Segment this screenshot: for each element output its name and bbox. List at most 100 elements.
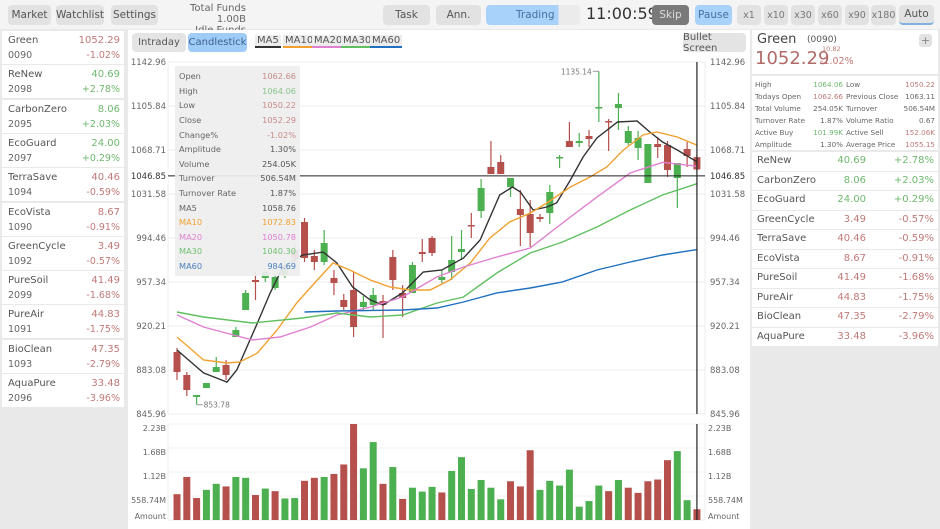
price-change-abs: 10.82 <box>822 45 841 53</box>
candle <box>448 236 456 281</box>
watchlist-item[interactable]: EcoGuard 24.00 2097 +0.29% <box>2 133 124 167</box>
candle <box>399 285 407 318</box>
stat-label: Volume Ratio <box>846 115 894 125</box>
watchlist-item[interactable]: GreenCycle 3.49 1092 -0.57% <box>2 236 124 270</box>
volume-bar <box>301 480 309 520</box>
related-stock-item[interactable]: PureSoil 41.49 -1.68% <box>752 269 938 288</box>
info-value: 1052.29 <box>262 115 296 126</box>
related-stock-item[interactable]: EcoVista 8.67 -0.91% <box>752 249 938 268</box>
ma60-toggle[interactable]: MA60 <box>370 35 403 48</box>
watchlist-item[interactable]: TerraSave 40.46 1094 -0.59% <box>2 168 124 202</box>
speed-x30-button[interactable]: x30 <box>791 5 815 25</box>
candle-body <box>507 178 515 188</box>
candle-body <box>516 208 524 216</box>
stock-code: 1090 <box>8 221 33 233</box>
candle-body <box>193 394 201 398</box>
candle <box>654 136 662 158</box>
stat-row: Low 1050.22 <box>846 78 935 90</box>
volume-bar <box>595 485 603 520</box>
stock-change: -3.96% <box>898 330 934 342</box>
stat-row: Active Buy 101.99K <box>755 126 843 138</box>
top-bar: Market Watchlist Settings Total Funds 1.… <box>0 0 940 47</box>
watchlist-button[interactable]: Watchlist <box>56 5 104 25</box>
stock-price: 24.00 <box>837 194 866 205</box>
candle-body <box>546 192 554 214</box>
candle-body <box>487 167 495 175</box>
y-tick-label-left: 883.08 <box>136 366 166 376</box>
speed-x90-button[interactable]: x90 <box>845 5 869 25</box>
stock-change: -0.59% <box>898 233 934 244</box>
trading-button[interactable]: Trading <box>486 5 580 25</box>
stat-row: Turnover 506.54M <box>846 102 935 114</box>
auto-button[interactable]: Auto <box>899 5 934 25</box>
watchlist-item[interactable]: AquaPure 33.48 2096 -3.96% <box>2 374 124 407</box>
stock-name: PureSoil <box>757 272 798 283</box>
stat-row: Previous Close 1063.11 <box>846 90 935 102</box>
candle-body <box>467 224 475 227</box>
related-stock-item[interactable]: GreenCycle 3.49 -0.57% <box>752 210 938 229</box>
speed-x1-button[interactable]: x1 <box>737 5 761 25</box>
info-row: Change% -1.02% <box>179 127 296 142</box>
stock-price: 47.35 <box>837 311 866 322</box>
ma30-toggle[interactable]: MA30 <box>341 35 374 48</box>
speed-x60-button[interactable]: x60 <box>818 5 842 25</box>
info-label: Turnover Rate <box>179 188 236 199</box>
candle-body <box>644 144 652 184</box>
candle <box>605 119 613 152</box>
bullet-screen-button[interactable]: Bullet Screen <box>683 32 746 54</box>
ma5-toggle[interactable]: MA5 <box>255 35 281 48</box>
info-row: Low 1050.22 <box>179 98 296 113</box>
info-row: MA5 1058.76 <box>179 200 296 215</box>
candle-body <box>369 294 377 305</box>
volume-tick-right: 2.23B <box>708 424 731 433</box>
stock-price: 40.69 <box>837 155 866 166</box>
candle-body <box>497 162 505 175</box>
watchlist-item[interactable]: BioClean 47.35 1093 -2.79% <box>2 339 124 373</box>
info-row: Open 1062.66 <box>179 69 296 84</box>
related-stock-item[interactable]: ReNew 40.69 +2.78% <box>752 152 938 171</box>
related-stock-item[interactable]: EcoGuard 24.00 +0.29% <box>752 191 938 210</box>
y-tick-label-left: 1068.71 <box>131 146 166 156</box>
watchlist-item[interactable]: EcoVista 8.67 1090 -0.91% <box>2 202 124 236</box>
ma20-toggle[interactable]: MA20 <box>312 35 345 48</box>
candle <box>212 357 220 372</box>
announcement-button[interactable]: Ann. <box>436 5 481 25</box>
speed-x10-button[interactable]: x10 <box>764 5 788 25</box>
watchlist-item[interactable]: ReNew 40.69 2098 +2.78% <box>2 65 124 99</box>
related-stock-item[interactable]: TerraSave 40.46 -0.59% <box>752 230 938 249</box>
settings-button[interactable]: Settings <box>111 5 158 25</box>
volume-tick-left: 1.12B <box>143 472 166 481</box>
tab-candlestick[interactable]: Candlestick <box>188 33 247 52</box>
candle <box>193 394 201 405</box>
watchlist-item[interactable]: Green 1052.29 0090 -1.02% <box>2 31 124 64</box>
stock-code: 2095 <box>8 118 33 130</box>
candle <box>526 200 534 248</box>
y-tick-label-right: 1068.71 <box>710 146 745 156</box>
related-stock-item[interactable]: BioClean 47.35 -2.79% <box>752 308 938 327</box>
watchlist-item[interactable]: PureSoil 41.49 2099 -1.68% <box>2 271 124 305</box>
info-label: High <box>179 85 198 96</box>
stock-price: 24.00 <box>91 137 120 149</box>
market-button[interactable]: Market <box>8 5 51 25</box>
stock-name: PureSoil <box>8 275 49 287</box>
task-button[interactable]: Task <box>383 5 430 25</box>
related-stock-item[interactable]: AquaPure 33.48 -3.96% <box>752 327 938 346</box>
related-stock-item[interactable]: PureAir 44.83 -1.75% <box>752 288 938 307</box>
candle-body <box>399 293 407 299</box>
speed-x180-button[interactable]: x180 <box>871 5 896 25</box>
stock-change: -0.57% <box>86 255 120 267</box>
ma10-toggle[interactable]: MA10 <box>283 35 316 48</box>
watchlist-item[interactable]: PureAir 44.83 1091 -1.75% <box>2 305 124 339</box>
volume-tick-right: 1.68B <box>708 448 731 457</box>
skip-button[interactable]: Skip <box>652 5 689 25</box>
related-stock-item[interactable]: CarbonZero 8.06 +2.03% <box>752 171 938 190</box>
pause-button[interactable]: Pause <box>695 5 732 25</box>
stat-row: Amplitude 1.30% <box>755 138 843 150</box>
watchlist-item[interactable]: CarbonZero 8.06 2095 +2.03% <box>2 99 124 133</box>
ma30-line <box>176 183 698 324</box>
stock-change: -0.57% <box>898 213 934 225</box>
tab-intraday[interactable]: Intraday <box>132 33 186 52</box>
stock-header: Green (0090) + 1052.29 10.82 -1.02% <box>752 30 938 74</box>
info-value: 254.05K <box>261 158 296 169</box>
add-watchlist-button[interactable]: + <box>919 34 932 47</box>
